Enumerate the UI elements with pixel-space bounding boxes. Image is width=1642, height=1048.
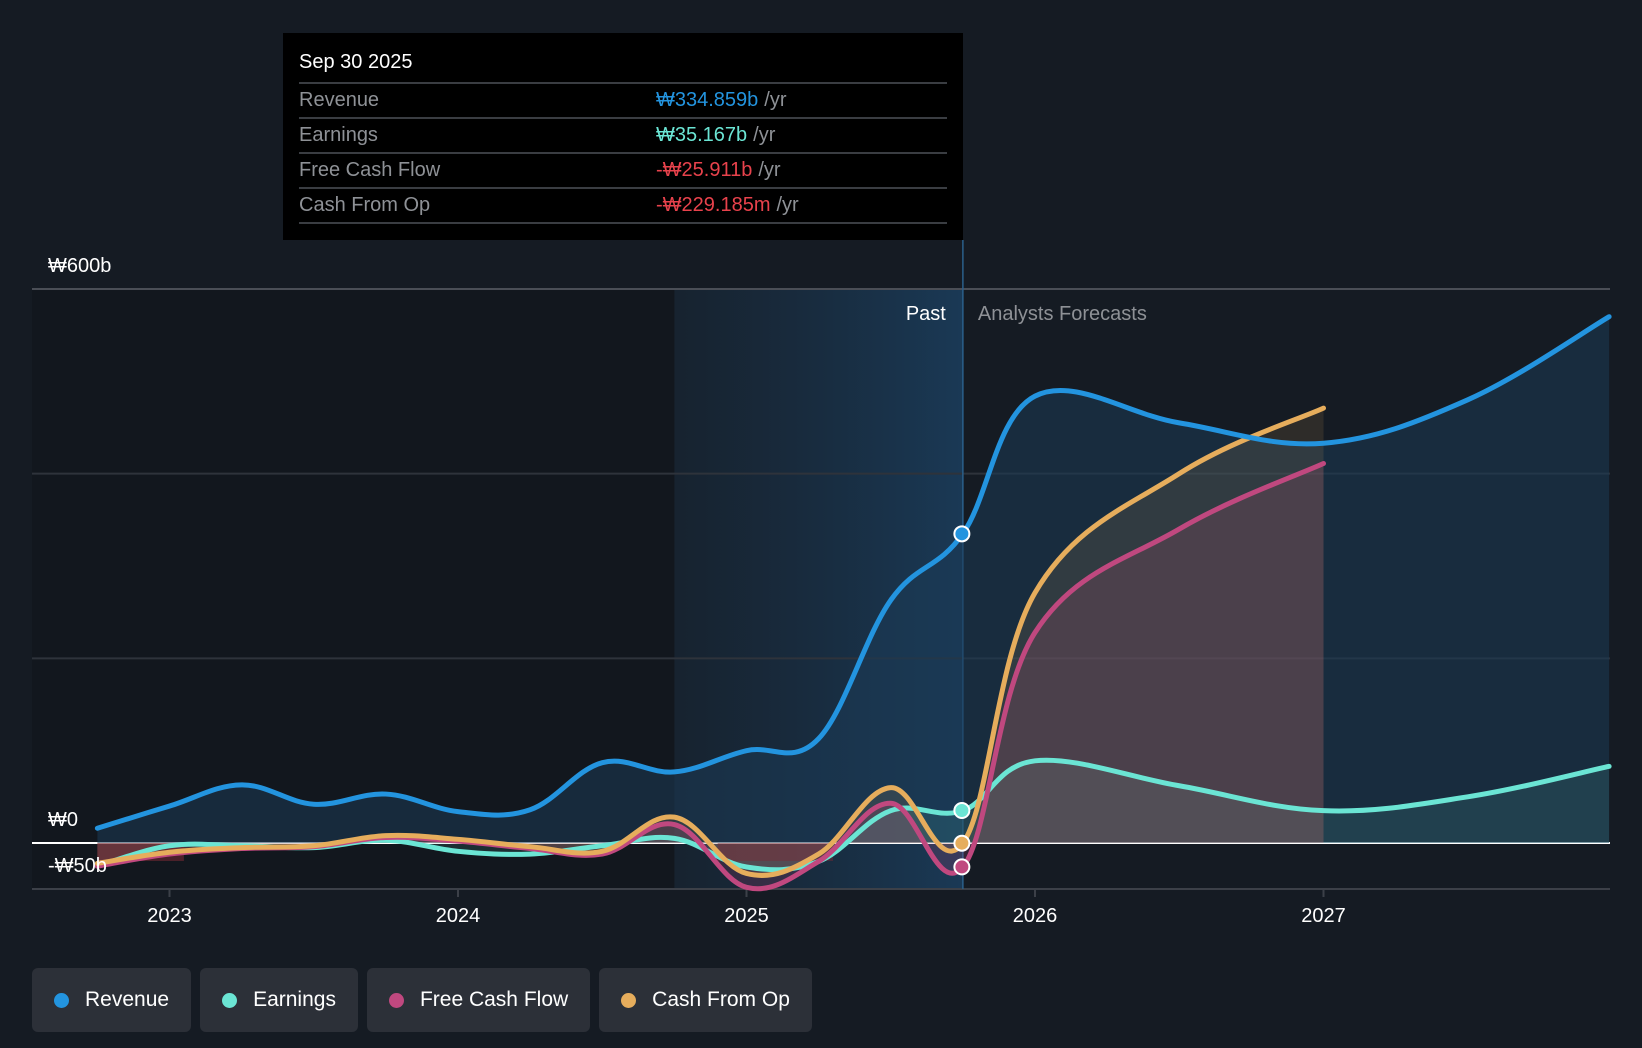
revenue-line xyxy=(94,314,1612,831)
tooltip-label: Revenue xyxy=(299,89,380,111)
legend-item-cash-from-op[interactable]: Cash From Op xyxy=(599,968,812,1032)
cash-from-op-marker xyxy=(953,834,971,852)
x-tick-label: 2026 xyxy=(1013,905,1058,927)
tooltip-label: Earnings xyxy=(299,124,378,146)
cash-from-op-line xyxy=(94,405,1326,878)
tooltip-unit: /yr xyxy=(764,89,787,111)
tooltip-value: ₩334.859b xyxy=(656,89,759,111)
forecast-label: Analysts Forecasts xyxy=(978,303,1147,325)
tooltip-value: ₩35.167b xyxy=(656,124,748,146)
legend-item-earnings[interactable]: Earnings xyxy=(200,968,358,1032)
legend-item-free-cash-flow[interactable]: Free Cash Flow xyxy=(366,968,591,1032)
x-tick-label: 2025 xyxy=(724,905,769,927)
free-cash-flow-dot-icon xyxy=(388,992,404,1008)
free-cash-flow-area xyxy=(97,463,1324,889)
legend-label: Free Cash Flow xyxy=(419,988,569,1011)
revenue-dot-icon xyxy=(54,992,69,1008)
tooltip-row-revenue: Revenue ₩334.859b /yr xyxy=(299,84,947,119)
tooltip-row-free-cash-flow: Free Cash Flow -₩25.911b /yr xyxy=(299,154,947,189)
tooltip-row-earnings: Earnings ₩35.167b /yr xyxy=(299,119,947,154)
x-tick-label: 2027 xyxy=(1301,905,1346,927)
revenue-marker xyxy=(953,525,971,543)
earnings-area xyxy=(97,760,1610,870)
cash-from-op-area xyxy=(97,408,1324,876)
y-tick-label: -₩50b xyxy=(48,855,107,877)
cash-from-op-dot-icon xyxy=(621,992,637,1008)
negative-area xyxy=(717,843,834,861)
y-tick-label: ₩0 xyxy=(48,809,78,831)
legend-label: Earnings xyxy=(253,988,336,1011)
tooltip-unit: /yr xyxy=(776,194,799,216)
free-cash-flow-marker xyxy=(953,858,971,876)
tooltip-unit: /yr xyxy=(758,159,781,181)
past-label: Past xyxy=(906,303,946,325)
tooltip-label: Free Cash Flow xyxy=(299,159,441,181)
tooltip: Sep 30 2025 Revenue ₩334.859b /yr Earnin… xyxy=(283,33,963,240)
legend: Revenue Earnings Free Cash Flow Cash Fro… xyxy=(32,968,812,1032)
x-tick-label: 2024 xyxy=(436,905,481,927)
x-tick-label: 2023 xyxy=(147,905,192,927)
earnings-marker xyxy=(953,802,971,820)
tooltip-value: -₩25.911b xyxy=(656,159,753,181)
tooltip-unit: /yr xyxy=(753,124,776,146)
earnings-dot-icon xyxy=(222,992,238,1008)
legend-label: Revenue xyxy=(85,988,170,1011)
y-tick-label: ₩600b xyxy=(48,255,111,277)
legend-label: Cash From Op xyxy=(652,988,790,1011)
tooltip-row-cash-from-op: Cash From Op -₩229.185m /yr xyxy=(299,189,947,224)
tooltip-value: -₩229.185m xyxy=(656,194,771,216)
tooltip-date: Sep 30 2025 xyxy=(299,47,947,84)
legend-item-revenue[interactable]: Revenue xyxy=(32,968,192,1032)
tooltip-label: Cash From Op xyxy=(299,194,431,216)
